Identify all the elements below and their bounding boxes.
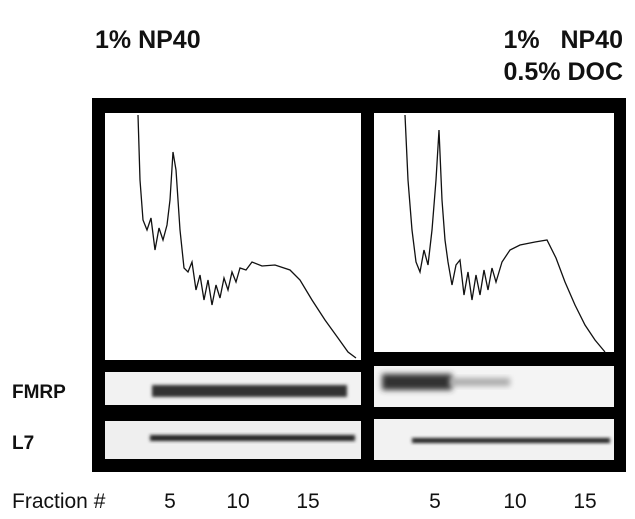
blot-band [150,435,355,441]
row-label: L7 [12,433,34,454]
fraction-tick: 10 [226,490,249,513]
fraction-tick: 15 [296,490,319,513]
blot-band [412,438,610,443]
fraction-tick: 10 [503,490,526,513]
blot-band [152,385,347,397]
blot-band [382,374,452,390]
fraction-tick: 15 [573,490,596,513]
panel-title: 1% NP40 [503,26,623,54]
axis-label: Fraction # [12,490,106,513]
fraction-tick: 5 [164,490,176,513]
profile-panel [105,113,361,360]
fraction-tick: 5 [429,490,441,513]
panel-title: 0.5% DOC [504,58,623,86]
profile-panel [374,113,614,352]
panel-title: 1% NP40 [95,26,201,54]
row-label: FMRP [12,382,66,403]
blot-band [450,378,510,386]
figure: 1% NP40 1% NP40 0.5% DOC FMRP L7 Fractio… [0,0,635,519]
